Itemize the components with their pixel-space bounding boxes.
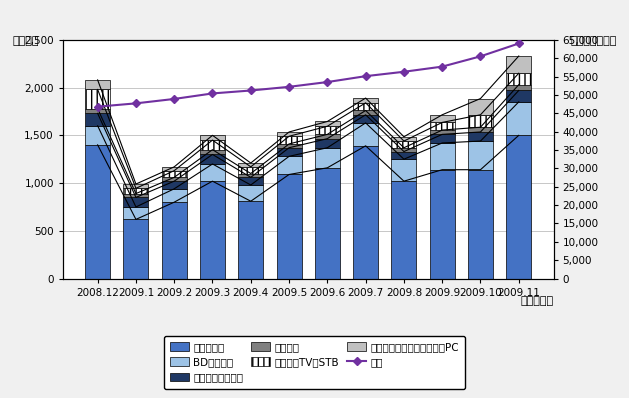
Bar — [238, 174, 263, 178]
Bar — [506, 90, 532, 102]
Text: （累計・千台）: （累計・千台） — [570, 36, 616, 46]
Bar — [315, 126, 340, 135]
Text: （千台）: （千台） — [13, 36, 39, 46]
Bar — [200, 150, 225, 154]
Bar — [85, 90, 110, 109]
Bar — [277, 148, 301, 156]
Bar — [506, 73, 532, 85]
Bar — [391, 181, 416, 279]
Bar — [430, 130, 455, 135]
Bar — [277, 132, 301, 136]
Bar — [315, 168, 340, 279]
累計 — [132, 101, 140, 106]
Bar — [238, 163, 263, 167]
Bar — [315, 148, 340, 168]
累計 — [400, 69, 408, 74]
Bar — [85, 126, 110, 145]
Bar — [162, 171, 187, 178]
Bar — [200, 164, 225, 181]
累計 — [247, 88, 255, 93]
累計 — [94, 104, 101, 109]
Bar — [315, 121, 340, 126]
Bar — [238, 167, 263, 174]
Bar — [430, 123, 455, 130]
Bar — [200, 140, 225, 150]
Text: （年・月）: （年・月） — [520, 297, 554, 306]
Bar — [200, 181, 225, 279]
Bar — [85, 80, 110, 90]
Bar — [391, 137, 416, 141]
Bar — [277, 174, 301, 279]
Bar — [506, 56, 532, 73]
Bar — [430, 135, 455, 143]
Bar — [85, 109, 110, 113]
Bar — [468, 127, 493, 132]
Bar — [430, 115, 455, 123]
Bar — [391, 159, 416, 181]
Bar — [123, 188, 148, 193]
Bar — [430, 143, 455, 170]
Bar — [353, 111, 378, 115]
Line: 累計: 累計 — [95, 41, 521, 109]
累計 — [362, 74, 369, 78]
Bar — [123, 193, 148, 197]
Bar — [353, 98, 378, 103]
Bar — [238, 178, 263, 185]
Bar — [353, 115, 378, 123]
Bar — [123, 197, 148, 207]
累計 — [170, 97, 178, 101]
Bar — [162, 181, 187, 189]
Bar — [506, 85, 532, 90]
Bar — [468, 99, 493, 115]
Bar — [430, 170, 455, 279]
Bar — [200, 135, 225, 140]
Bar — [162, 189, 187, 202]
Bar — [391, 148, 416, 152]
累計 — [515, 41, 523, 46]
累計 — [438, 64, 446, 69]
Bar — [123, 207, 148, 219]
Bar — [506, 135, 532, 279]
Bar — [391, 141, 416, 148]
Bar — [315, 135, 340, 139]
Bar — [277, 136, 301, 144]
Bar — [391, 152, 416, 159]
Bar — [85, 145, 110, 279]
Bar — [353, 103, 378, 111]
Legend: 薄型テレビ, BDレコーダ, デジタルレコーダ, チューナ, ケーブルTV用STB, 地上デジタルチューナ内蔵PC, 累計: 薄型テレビ, BDレコーダ, デジタルレコーダ, チューナ, ケーブルTV用ST… — [164, 336, 465, 389]
Bar — [468, 132, 493, 141]
Bar — [468, 170, 493, 279]
Bar — [123, 184, 148, 188]
Bar — [162, 167, 187, 171]
Bar — [277, 156, 301, 174]
Bar — [353, 146, 378, 279]
Bar — [506, 102, 532, 135]
累計 — [323, 80, 331, 84]
Bar — [468, 141, 493, 170]
Bar — [123, 219, 148, 279]
Bar — [315, 139, 340, 148]
Bar — [277, 144, 301, 148]
累計 — [209, 91, 216, 96]
累計 — [286, 84, 293, 89]
Bar — [468, 115, 493, 127]
Bar — [238, 185, 263, 201]
Bar — [238, 201, 263, 279]
Bar — [200, 154, 225, 164]
Bar — [85, 113, 110, 126]
累計 — [477, 54, 484, 59]
Bar — [353, 123, 378, 146]
Bar — [162, 178, 187, 181]
Bar — [162, 202, 187, 279]
